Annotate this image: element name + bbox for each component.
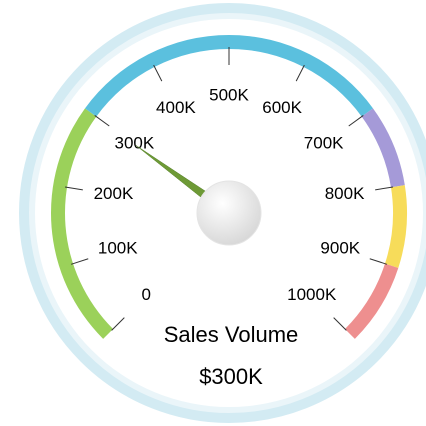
- gauge-band: [361, 108, 405, 188]
- tick-mark: [295, 64, 305, 82]
- tick-mark: [153, 64, 163, 82]
- tick-label: 200K: [94, 184, 134, 203]
- tick-mark: [348, 115, 364, 127]
- tick-label: 100K: [98, 239, 138, 258]
- gauge-band: [344, 263, 399, 339]
- tick-label: 600K: [262, 98, 302, 117]
- tick-label: 900K: [320, 239, 360, 258]
- tick-label: 400K: [156, 98, 196, 117]
- tick-label: 300K: [114, 134, 154, 153]
- tick-mark: [94, 115, 110, 127]
- tick-mark: [369, 258, 388, 265]
- needle-hub: [196, 180, 262, 246]
- tick-label: 0: [142, 285, 151, 304]
- gauge-band: [384, 185, 408, 269]
- tick-label: 500K: [209, 85, 249, 104]
- gauge-band: [84, 34, 374, 117]
- tick-mark: [333, 317, 347, 331]
- value-label: $300K: [199, 364, 263, 389]
- tick-mark: [64, 186, 83, 191]
- tick-mark: [70, 258, 89, 265]
- tick-mark: [375, 186, 394, 191]
- chart-title: Sales Volume: [164, 322, 299, 347]
- tick-mark: [111, 317, 125, 331]
- gauge-band: [50, 108, 114, 339]
- tick-label: 800K: [325, 184, 365, 203]
- tick-label: 1000K: [287, 285, 337, 304]
- tick-label: 700K: [304, 134, 344, 153]
